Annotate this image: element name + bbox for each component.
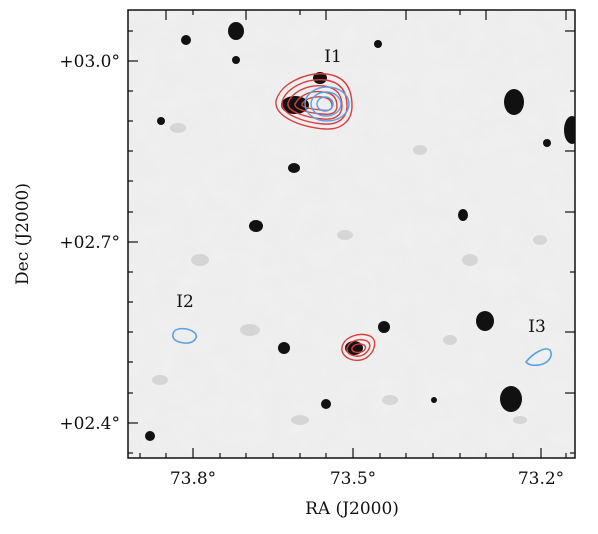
- x-tick-label-2: 73.5°: [330, 469, 376, 489]
- greyscale-image: [128, 10, 575, 458]
- radio-contours-i1: [275, 73, 353, 130]
- source-label-i3: I3: [528, 317, 546, 337]
- plot-frame: [127, 9, 576, 459]
- y-tick-label-2: +02.7°: [59, 233, 120, 253]
- ir-contour-i2: [172, 327, 198, 344]
- radio-contours-secondary: [341, 333, 376, 362]
- ir-contours-i1: [304, 86, 350, 122]
- y-tick-label-1: +03.0°: [59, 52, 120, 72]
- y-axis-title: Dec (J2000): [13, 183, 33, 285]
- source-label-i2: I2: [176, 292, 194, 312]
- x-tick-label-1: 73.8°: [170, 469, 216, 489]
- source-label-i1: I1: [324, 47, 342, 67]
- x-tick-label-3: 73.2°: [518, 469, 564, 489]
- axis-ticks: [128, 10, 575, 458]
- x-axis-title: RA (J2000): [305, 499, 399, 519]
- ir-contour-i3: [524, 348, 552, 367]
- y-tick-label-3: +02.4°: [59, 414, 120, 434]
